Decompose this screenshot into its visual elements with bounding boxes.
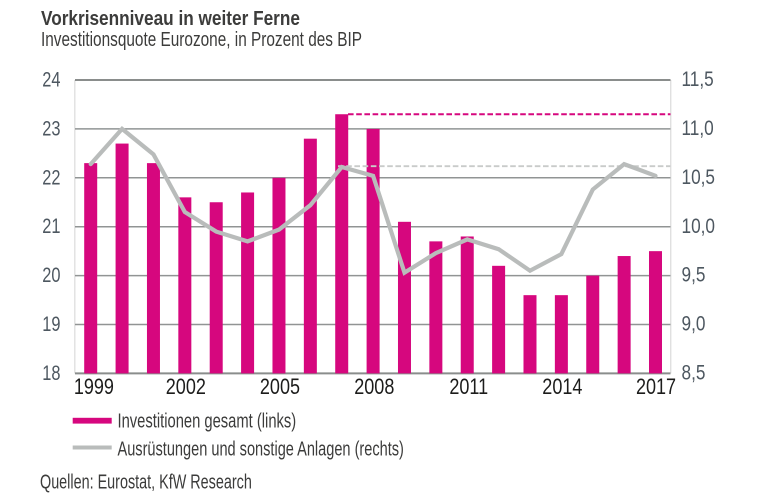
svg-text:11,0: 11,0	[682, 118, 714, 141]
svg-text:Investitionen gesamt (links): Investitionen gesamt (links)	[118, 409, 297, 432]
svg-text:2014: 2014	[542, 375, 582, 399]
svg-text:22: 22	[42, 165, 60, 188]
svg-text:Quellen: Eurostat, KfW Researc: Quellen: Eurostat, KfW Research	[40, 470, 252, 493]
svg-text:10,5: 10,5	[682, 166, 716, 189]
svg-text:2005: 2005	[260, 375, 300, 399]
svg-text:18: 18	[42, 361, 60, 384]
svg-text:9,5: 9,5	[682, 264, 706, 287]
svg-text:Investitionsquote Eurozone, in: Investitionsquote Eurozone, in Prozent d…	[41, 28, 362, 50]
svg-text:24: 24	[42, 68, 60, 91]
svg-text:2017: 2017	[636, 375, 676, 399]
svg-text:8,5: 8,5	[682, 362, 706, 385]
svg-text:23: 23	[42, 116, 60, 139]
svg-text:Vorkrisenniveau in weiter Fern: Vorkrisenniveau in weiter Ferne	[41, 7, 300, 30]
svg-text:19: 19	[42, 312, 60, 335]
svg-text:21: 21	[42, 214, 60, 237]
svg-text:2002: 2002	[166, 375, 206, 399]
svg-text:9,0: 9,0	[682, 313, 706, 336]
svg-text:20: 20	[42, 263, 60, 286]
svg-text:2011: 2011	[449, 375, 488, 399]
svg-text:11,5: 11,5	[682, 69, 714, 92]
svg-text:2008: 2008	[354, 375, 394, 399]
svg-text:Ausrüstungen und sonstige Anla: Ausrüstungen und sonstige Anlagen (recht…	[118, 437, 404, 460]
svg-text:1999: 1999	[74, 375, 114, 399]
svg-text:10,0: 10,0	[682, 215, 716, 238]
